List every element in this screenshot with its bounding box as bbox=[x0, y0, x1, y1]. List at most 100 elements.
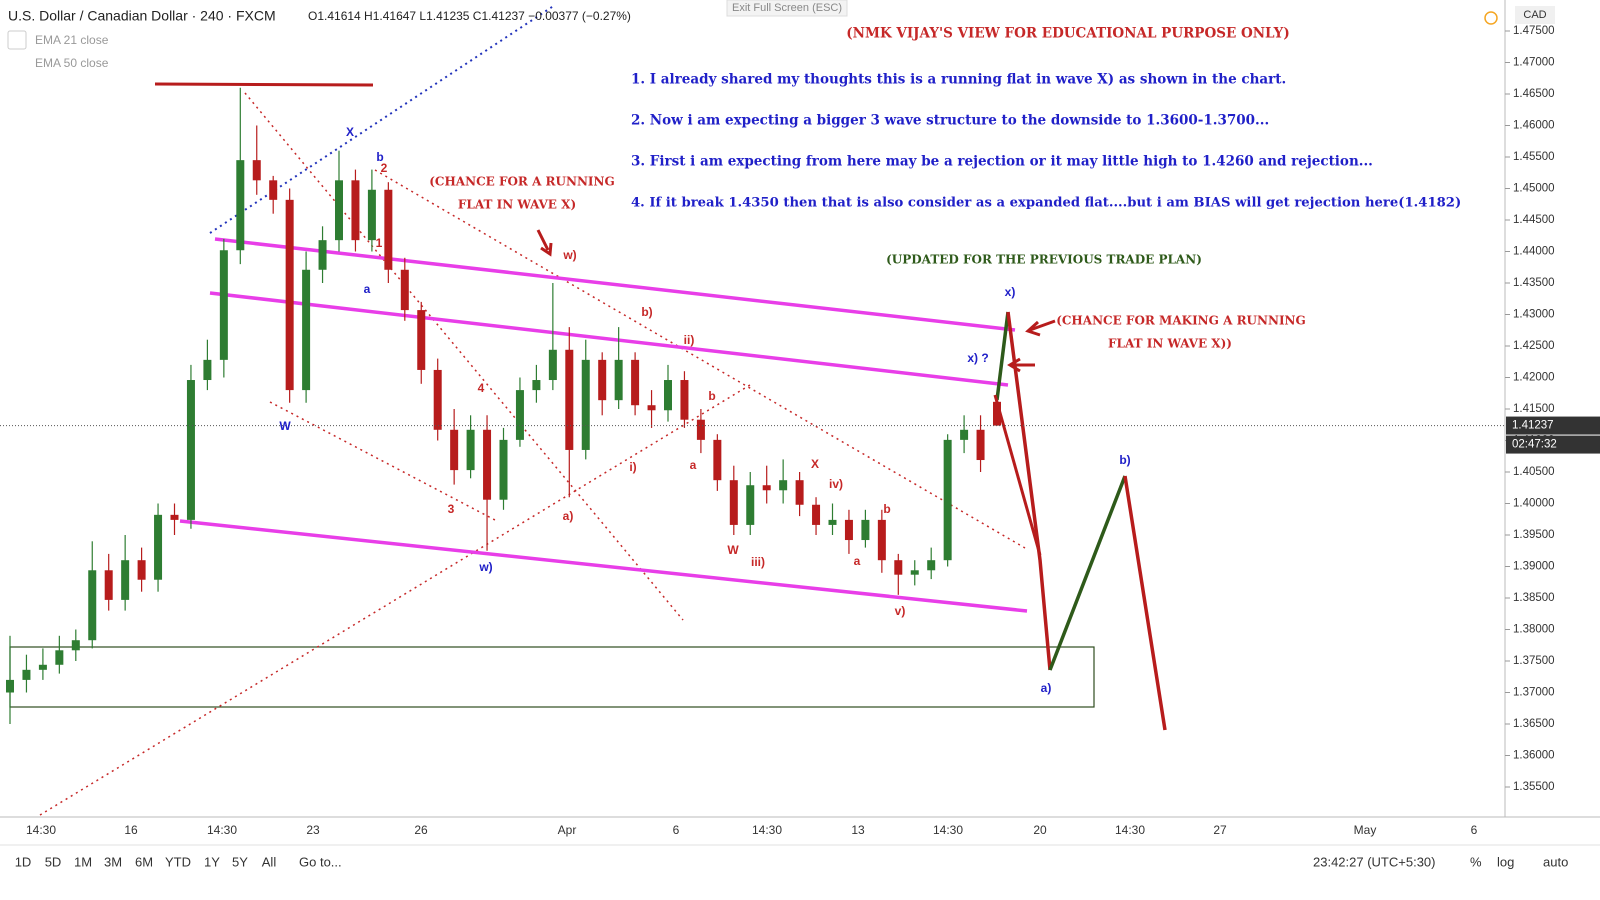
x-tick-label: 16 bbox=[124, 823, 138, 837]
countdown-label: 02:47:32 bbox=[1512, 439, 1557, 451]
currency-box bbox=[1515, 6, 1555, 24]
y-tick-label: 1.41500 bbox=[1513, 403, 1555, 415]
range-button[interactable]: 3M bbox=[104, 854, 122, 869]
candle-body bbox=[104, 570, 113, 600]
candle-body bbox=[154, 514, 163, 580]
candle-body bbox=[351, 180, 360, 241]
y-tick-label: 1.46500 bbox=[1513, 88, 1555, 100]
annotation: FLAT IN WAVE X)) bbox=[1108, 337, 1232, 351]
candle-body bbox=[960, 429, 969, 440]
wave-label: b) bbox=[641, 305, 652, 319]
candle-body bbox=[483, 429, 492, 500]
wave-label: ii) bbox=[684, 333, 695, 347]
candle-body bbox=[927, 560, 936, 571]
exit-label[interactable]: Exit Full Screen (ESC) bbox=[732, 2, 842, 14]
x-tick-label: 23 bbox=[306, 823, 320, 837]
annotation: FLAT IN WAVE X) bbox=[458, 198, 576, 212]
x-tick-label: 14:30 bbox=[26, 823, 56, 837]
x-tick-label: 14:30 bbox=[933, 823, 963, 837]
range-button[interactable]: 1M bbox=[74, 854, 92, 869]
drawings bbox=[9, 4, 1167, 816]
note: 2. Now i am expecting a bigger 3 wave st… bbox=[631, 113, 1269, 129]
range-button[interactable]: 5D bbox=[45, 854, 62, 869]
wave-label: W bbox=[279, 419, 291, 433]
range-button[interactable]: YTD bbox=[165, 854, 191, 869]
arrow bbox=[1029, 319, 1056, 332]
indicator[interactable]: EMA 50 close bbox=[35, 56, 109, 70]
candle-body bbox=[598, 359, 607, 401]
note: 3. First i am expecting from here may be… bbox=[631, 154, 1373, 170]
candle-body bbox=[55, 650, 64, 665]
wave-label: b bbox=[376, 150, 383, 164]
annotation: (CHANCE FOR MAKING A RUNNING bbox=[1056, 314, 1306, 328]
projection bbox=[1006, 311, 1052, 671]
arrow bbox=[540, 242, 553, 257]
candle-body bbox=[450, 429, 459, 471]
annotation: (UPDATED FOR THE PREVIOUS TRADE PLAN) bbox=[886, 253, 1202, 267]
x-tick-label: 14:30 bbox=[752, 823, 782, 837]
dotted-trend bbox=[244, 92, 684, 621]
candle-body bbox=[877, 519, 886, 561]
candle-body bbox=[302, 269, 311, 391]
wave-label: 4 bbox=[478, 381, 485, 395]
projection bbox=[995, 311, 1010, 401]
candle-body bbox=[812, 504, 821, 525]
y-tick-label: 1.43000 bbox=[1513, 309, 1555, 321]
wave-label: X bbox=[811, 457, 819, 471]
dotted-trend bbox=[269, 401, 496, 521]
candle-body bbox=[713, 439, 722, 481]
option[interactable]: log bbox=[1497, 854, 1514, 869]
candle-body bbox=[647, 405, 656, 411]
projection bbox=[1048, 475, 1127, 671]
note: 1. I already shared my thoughts this is … bbox=[631, 72, 1286, 88]
range-button[interactable]: 6M bbox=[135, 854, 153, 869]
candle-body bbox=[22, 669, 31, 680]
goto[interactable]: Go to... bbox=[299, 854, 342, 869]
dotted-trend bbox=[39, 384, 751, 816]
currency: CAD bbox=[1523, 9, 1546, 21]
wave-label: b bbox=[883, 502, 890, 516]
arrow bbox=[1007, 357, 1021, 373]
note: 4. If it break 1.4350 then that is also … bbox=[631, 196, 1461, 211]
exit-button[interactable] bbox=[726, 0, 848, 17]
range-button[interactable]: 5Y bbox=[232, 854, 248, 869]
title: (NMK VIJAY'S VIEW FOR EDUCATIONAL PURPOS… bbox=[846, 26, 1289, 42]
candle-body bbox=[433, 369, 442, 430]
range-button[interactable]: 1Y bbox=[204, 854, 220, 869]
range-button[interactable]: 1D bbox=[15, 854, 32, 869]
wave-label: x) bbox=[1005, 285, 1016, 299]
y-tick-label: 1.40000 bbox=[1513, 498, 1555, 510]
candle-body bbox=[285, 199, 294, 391]
option[interactable]: auto bbox=[1543, 854, 1568, 869]
wave-label: a) bbox=[1041, 681, 1052, 695]
option[interactable]: % bbox=[1470, 854, 1482, 869]
x-tick-label: 6 bbox=[1471, 823, 1478, 837]
candle-body bbox=[252, 160, 261, 181]
price-tag-label: 1.41237 bbox=[1512, 420, 1554, 432]
wave-label: X bbox=[346, 125, 354, 139]
candle-body bbox=[993, 401, 1001, 426]
candle-body bbox=[631, 359, 640, 406]
alert-icon[interactable] bbox=[1484, 11, 1498, 25]
y-tick-label: 1.42000 bbox=[1513, 372, 1555, 384]
indicator[interactable]: EMA 21 close bbox=[35, 33, 109, 47]
range-button[interactable]: All bbox=[262, 854, 277, 869]
candle-body bbox=[565, 349, 574, 450]
candle-body bbox=[499, 439, 508, 500]
x-tick-label: 26 bbox=[414, 823, 428, 837]
y-tick-label: 1.39500 bbox=[1513, 529, 1555, 541]
candle-body bbox=[844, 519, 853, 541]
candle-body bbox=[203, 359, 212, 381]
collapse-button[interactable] bbox=[7, 30, 27, 50]
wave-label: a bbox=[854, 554, 861, 568]
y-tick-label: 1.44500 bbox=[1513, 214, 1555, 226]
arrow bbox=[536, 229, 550, 251]
candle-body bbox=[532, 380, 541, 391]
candle-body bbox=[6, 679, 14, 693]
channel-line bbox=[209, 291, 1009, 387]
wave-label: a) bbox=[563, 509, 574, 523]
y-tick-label: 1.38000 bbox=[1513, 624, 1555, 636]
